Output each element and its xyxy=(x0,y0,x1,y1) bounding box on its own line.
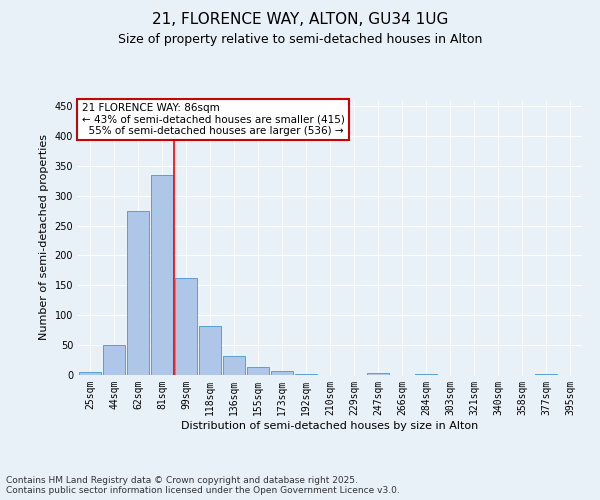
Bar xyxy=(247,367,269,375)
Bar xyxy=(199,326,221,375)
Text: Contains HM Land Registry data © Crown copyright and database right 2025.
Contai: Contains HM Land Registry data © Crown c… xyxy=(6,476,400,495)
Y-axis label: Number of semi-detached properties: Number of semi-detached properties xyxy=(39,134,49,340)
Text: 21 FLORENCE WAY: 86sqm
← 43% of semi-detached houses are smaller (415)
  55% of : 21 FLORENCE WAY: 86sqm ← 43% of semi-det… xyxy=(82,103,344,136)
Text: Size of property relative to semi-detached houses in Alton: Size of property relative to semi-detach… xyxy=(118,32,482,46)
X-axis label: Distribution of semi-detached houses by size in Alton: Distribution of semi-detached houses by … xyxy=(181,420,479,430)
Bar xyxy=(151,174,173,375)
Bar xyxy=(415,374,437,375)
Bar xyxy=(367,373,389,375)
Bar xyxy=(127,210,149,375)
Bar xyxy=(175,278,197,375)
Bar xyxy=(535,374,557,375)
Bar xyxy=(271,372,293,375)
Bar xyxy=(223,356,245,375)
Text: 21, FLORENCE WAY, ALTON, GU34 1UG: 21, FLORENCE WAY, ALTON, GU34 1UG xyxy=(152,12,448,28)
Bar xyxy=(79,372,101,375)
Bar xyxy=(103,345,125,375)
Bar xyxy=(295,374,317,375)
